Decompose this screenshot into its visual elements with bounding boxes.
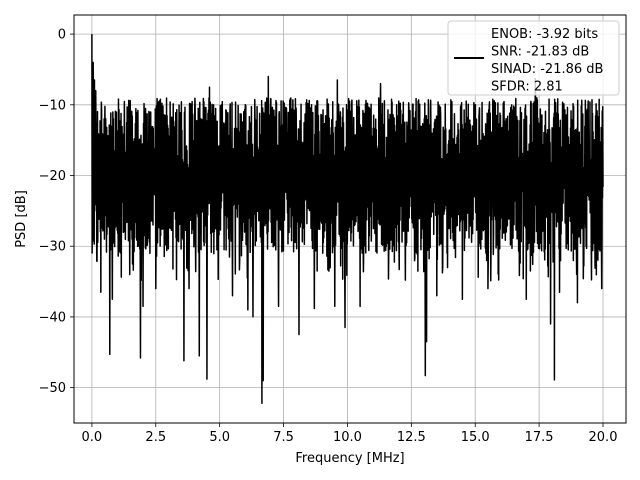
x-tick-label: 17.5 <box>525 430 554 445</box>
y-tick-label: 0 <box>58 28 66 43</box>
x-tick-label: 20.0 <box>589 430 618 445</box>
y-axis-label: PSD [dB] <box>14 190 29 248</box>
axes-frame <box>73 14 627 424</box>
y-tick-label: −40 <box>39 310 66 325</box>
x-tick-label: 5.0 <box>209 430 230 445</box>
x-tick-label: 7.5 <box>273 430 294 445</box>
x-tick-label: 12.5 <box>397 430 426 445</box>
y-tick-label: −10 <box>39 98 66 113</box>
x-tick-label: 10.0 <box>333 430 362 445</box>
y-tick-label: −50 <box>39 381 66 396</box>
series-group <box>91 34 604 404</box>
legend-box <box>447 20 620 96</box>
x-tick-label: 0.0 <box>82 430 103 445</box>
y-tick-label: −20 <box>39 169 66 184</box>
x-tick-label: 15.0 <box>461 430 490 445</box>
x-axis-ticks: 0.0 2.5 5.0 7.5 10.0 12.5 15.0 17.5 20.0 <box>82 423 618 445</box>
legend-entry-enob: ENOB: -3.92 bits <box>491 27 598 42</box>
legend-entry-sfdr: SFDR: 2.81 <box>491 80 563 95</box>
legend: ENOB: -3.92 bits SNR: -21.83 dB SINAD: -… <box>447 20 620 96</box>
x-axis-label: Frequency [MHz] <box>295 451 404 466</box>
y-axis-ticks: 0 −10 −20 −30 −40 −50 <box>39 28 74 396</box>
legend-entry-sinad: SINAD: -21.86 dB <box>491 62 603 77</box>
legend-entry-snr: SNR: -21.83 dB <box>491 45 589 60</box>
y-tick-label: −30 <box>39 240 66 255</box>
x-tick-label: 2.5 <box>145 430 166 445</box>
psd-series-line <box>91 34 604 404</box>
